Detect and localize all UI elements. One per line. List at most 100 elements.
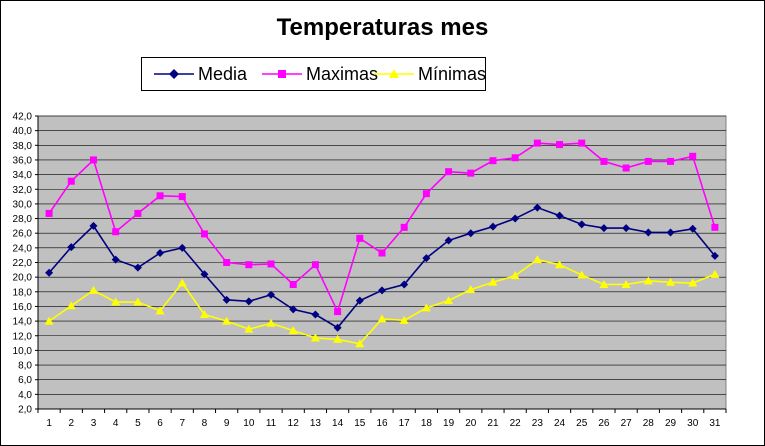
point-maximas bbox=[467, 169, 475, 177]
point-media bbox=[400, 280, 409, 289]
point-minimas bbox=[88, 285, 98, 294]
point-maximas bbox=[89, 156, 97, 164]
x-tick-label: 8 bbox=[202, 418, 208, 429]
point-media bbox=[289, 305, 298, 314]
x-tick-label: 6 bbox=[157, 418, 163, 429]
x-tick-label: 4 bbox=[113, 418, 119, 429]
legend-label-minimas: Mínimas bbox=[418, 63, 487, 84]
point-maximas bbox=[667, 157, 675, 165]
point-minimas bbox=[488, 277, 498, 286]
legend-swatch-minimas bbox=[374, 69, 414, 78]
x-tick-label: 2 bbox=[69, 418, 75, 429]
point-maximas bbox=[156, 192, 164, 200]
point-media bbox=[378, 286, 386, 295]
point-media bbox=[222, 295, 231, 304]
point-minimas bbox=[310, 333, 320, 342]
x-tick-label: 24 bbox=[554, 418, 566, 429]
point-maximas bbox=[622, 164, 630, 172]
point-minimas bbox=[44, 316, 54, 325]
point-media bbox=[466, 229, 475, 238]
tick-labels: 2,0 4,0 6,0 8,0 10,0 12,0 14,0 16,0 18,0 20,0 22,0… bbox=[13, 112, 721, 430]
point-maximas bbox=[200, 230, 208, 238]
x-tick-label: 20 bbox=[465, 418, 477, 429]
legend-swatch-maximas bbox=[262, 70, 302, 78]
x-tick-label: 3 bbox=[91, 418, 97, 429]
point-minimas bbox=[244, 324, 254, 333]
x-tick-label: 22 bbox=[510, 418, 522, 429]
chart-title: Temperaturas mes bbox=[276, 14, 489, 41]
point-maximas bbox=[67, 177, 75, 185]
point-minimas bbox=[466, 285, 476, 294]
legend-item-minimas: Mínimas bbox=[374, 58, 486, 90]
y-tick-label: 18,0 bbox=[13, 287, 33, 298]
x-tick-label: 13 bbox=[310, 418, 322, 429]
legend-item-maximas: Maximas bbox=[262, 58, 378, 90]
x-tick-label: 10 bbox=[243, 418, 255, 429]
legend-label-media: Media bbox=[198, 63, 248, 84]
point-maximas bbox=[334, 308, 342, 316]
point-media bbox=[89, 221, 98, 230]
legend-label-maximas: Maximas bbox=[306, 63, 379, 84]
point-maximas bbox=[489, 157, 497, 165]
x-tick-label: 11 bbox=[266, 418, 277, 429]
point-media bbox=[422, 254, 431, 263]
point-maximas bbox=[223, 259, 231, 266]
x-tick-label: 7 bbox=[179, 418, 185, 429]
point-media bbox=[178, 243, 187, 252]
y-tick-label: 40,0 bbox=[13, 126, 33, 137]
point-maximas bbox=[289, 280, 297, 288]
point-minimas bbox=[666, 277, 676, 286]
point-media bbox=[111, 255, 120, 264]
point-media bbox=[156, 248, 165, 257]
point-media bbox=[267, 290, 276, 299]
point-media bbox=[622, 224, 631, 233]
x-tick-label: 16 bbox=[376, 418, 388, 429]
point-minimas bbox=[444, 296, 454, 305]
x-tick-label: 5 bbox=[135, 418, 141, 429]
point-maximas bbox=[533, 139, 541, 147]
y-tick-label: 34,0 bbox=[13, 170, 33, 181]
point-minimas bbox=[643, 276, 653, 285]
y-tick-label: 26,0 bbox=[13, 229, 33, 240]
x-tick-label: 17 bbox=[399, 418, 411, 429]
point-minimas bbox=[688, 278, 698, 287]
point-maximas bbox=[578, 139, 586, 147]
point-minimas bbox=[532, 255, 542, 264]
point-maximas bbox=[45, 209, 53, 217]
point-media bbox=[599, 224, 608, 233]
point-maximas bbox=[134, 209, 142, 217]
point-maximas bbox=[267, 260, 275, 268]
x-tick-label: 18 bbox=[421, 418, 433, 429]
point-media bbox=[555, 211, 564, 220]
y-tick-label: 42,0 bbox=[13, 112, 33, 123]
point-media bbox=[666, 228, 675, 237]
point-media bbox=[511, 214, 520, 223]
point-minimas bbox=[333, 334, 343, 343]
point-minimas bbox=[377, 314, 387, 323]
point-media bbox=[311, 310, 320, 319]
point-minimas bbox=[155, 306, 165, 315]
point-maximas bbox=[689, 152, 697, 160]
point-media bbox=[133, 263, 142, 272]
point-maximas bbox=[511, 154, 519, 162]
point-media bbox=[688, 224, 697, 233]
point-maximas bbox=[356, 234, 364, 242]
point-minimas bbox=[222, 316, 232, 325]
x-tick-label: 15 bbox=[354, 418, 366, 429]
point-maximas bbox=[422, 190, 430, 198]
point-maximas bbox=[311, 261, 319, 269]
y-tick-label: 38,0 bbox=[13, 141, 33, 152]
x-tick-label: 12 bbox=[288, 418, 300, 429]
x-tick-label: 23 bbox=[532, 418, 544, 429]
legend: Media Maximas Mínimas bbox=[141, 57, 486, 91]
point-maximas bbox=[400, 223, 408, 231]
y-tick-label: 36,0 bbox=[13, 155, 33, 166]
point-minimas bbox=[421, 303, 431, 312]
series-maximas bbox=[45, 139, 719, 316]
point-minimas bbox=[577, 270, 587, 279]
y-tick-label: 10,0 bbox=[13, 346, 33, 357]
point-media bbox=[45, 268, 54, 277]
x-tick-label: 1 bbox=[46, 418, 52, 429]
point-minimas bbox=[555, 260, 565, 269]
